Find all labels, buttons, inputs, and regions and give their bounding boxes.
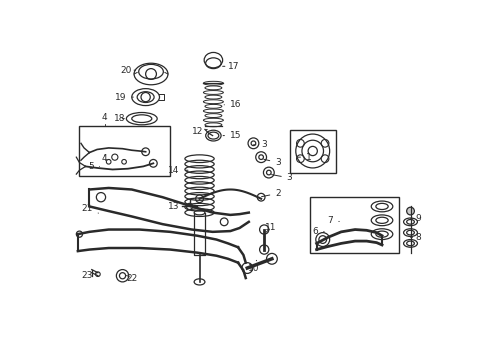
Text: 14: 14 — [169, 166, 188, 175]
Text: 22: 22 — [126, 274, 137, 283]
Text: 20: 20 — [120, 66, 136, 75]
Text: 9: 9 — [411, 214, 421, 223]
Text: 3: 3 — [271, 174, 293, 183]
Bar — [290, 130, 336, 172]
Text: 15: 15 — [223, 131, 242, 140]
Text: 8: 8 — [411, 233, 421, 242]
Text: 3: 3 — [264, 158, 281, 167]
Text: 16: 16 — [224, 100, 242, 109]
Text: 3: 3 — [253, 140, 267, 149]
Bar — [79, 126, 171, 176]
Text: 10: 10 — [247, 260, 259, 273]
Text: 18: 18 — [114, 114, 125, 123]
Text: 21: 21 — [81, 204, 98, 213]
Bar — [311, 197, 399, 253]
Text: 13: 13 — [169, 202, 184, 211]
Circle shape — [407, 207, 415, 215]
Text: 2: 2 — [262, 189, 281, 198]
Text: 7: 7 — [327, 216, 339, 225]
Text: 17: 17 — [222, 62, 239, 71]
Text: 19: 19 — [115, 93, 133, 102]
Text: 5: 5 — [88, 162, 99, 171]
Text: 23: 23 — [81, 271, 97, 280]
Text: 4: 4 — [102, 154, 108, 163]
Text: 1: 1 — [298, 153, 312, 162]
Text: 12: 12 — [192, 127, 207, 136]
Text: 4: 4 — [102, 113, 108, 122]
Text: 11: 11 — [265, 224, 276, 233]
Text: 6: 6 — [312, 228, 324, 237]
